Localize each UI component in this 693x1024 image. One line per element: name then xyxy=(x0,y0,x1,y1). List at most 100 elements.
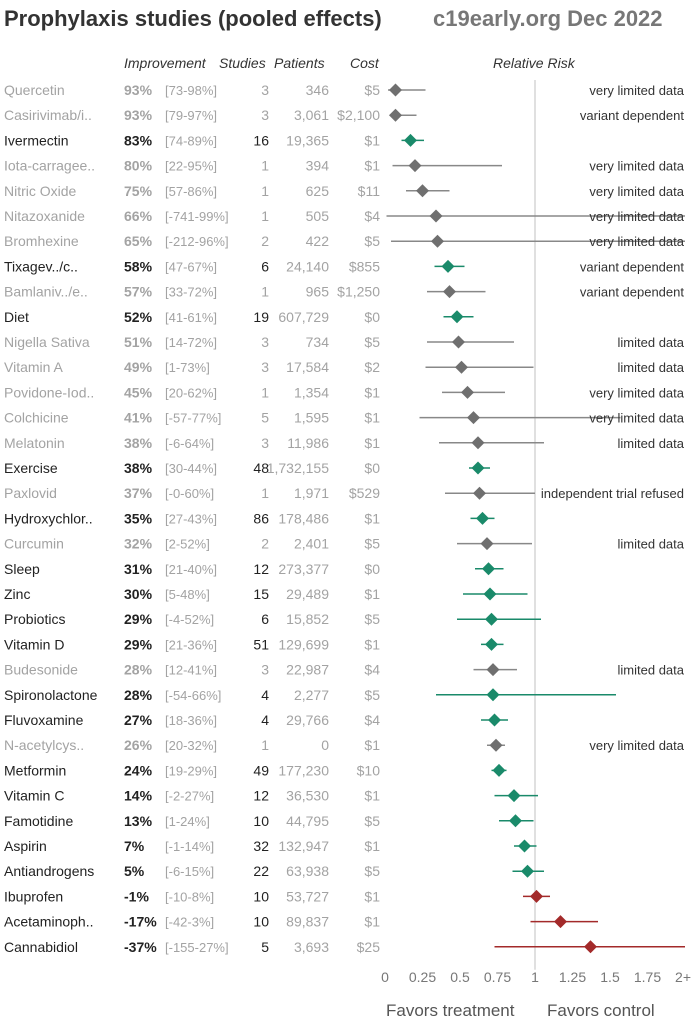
effect-diamond xyxy=(488,713,501,727)
treatment-name: Cannabidiol xyxy=(4,939,78,955)
patients-count: 178,486 xyxy=(278,510,329,526)
studies-count: 22 xyxy=(253,863,269,879)
treatment-name: Sleep xyxy=(4,561,40,577)
confidence-interval: [18-36%] xyxy=(165,713,217,728)
table-row: Probiotics 29% [-4-52%] 6 15,852 $5 xyxy=(4,611,541,627)
studies-count: 10 xyxy=(253,888,269,904)
table-row: Acetaminoph.. -17% [-42-3%] 10 89,837 $1 xyxy=(4,914,598,930)
improvement-value: 5% xyxy=(124,863,145,879)
effect-diamond xyxy=(518,839,531,853)
cost-value: $11 xyxy=(358,183,381,199)
improvement-value: 65% xyxy=(124,233,153,249)
studies-count: 5 xyxy=(261,410,269,426)
table-row: Spironolactone 28% [-54-66%] 4 2,277 $5 xyxy=(4,687,616,703)
effect-diamond xyxy=(476,511,489,525)
effect-diamond xyxy=(404,133,417,147)
cost-value: $0 xyxy=(364,561,380,577)
table-row: Casirivimab/i.. 93% [79-97%] 3 3,061 $2,100 va… xyxy=(4,107,684,123)
treatment-name: Bromhexine xyxy=(4,233,79,249)
patients-count: 15,852 xyxy=(286,611,329,627)
table-row: Cannabidiol -37% [-155-27%] 5 3,693 $25 xyxy=(4,939,685,955)
table-row: Exercise 38% [30-44%] 481,732,155 $0 xyxy=(4,460,490,476)
table-row: Paxlovid 37% [-0-60%] 1 1,971 $529 independent… xyxy=(4,485,684,501)
studies-count: 32 xyxy=(253,838,269,854)
confidence-interval: [57-86%] xyxy=(165,184,217,199)
effect-diamond xyxy=(443,285,456,299)
effect-diamond xyxy=(408,159,422,173)
improvement-value: -37% xyxy=(124,939,157,955)
row-note: very limited data xyxy=(589,411,684,426)
patients-count: 63,938 xyxy=(286,863,329,879)
cost-value: $529 xyxy=(349,485,380,501)
improvement-value: 27% xyxy=(124,712,153,728)
table-row: Nitazoxanide 66% [-741-99%] 1 505 $4 very limi… xyxy=(4,208,685,224)
treatment-name: Aspirin xyxy=(4,838,47,854)
cost-value: $1 xyxy=(364,888,380,904)
studies-count: 2 xyxy=(261,233,269,249)
studies-count: 51 xyxy=(253,636,269,652)
table-row: Zinc 30% [5-48%] 15 29,489 $1 xyxy=(4,586,528,602)
header-studies: Studies xyxy=(219,55,266,71)
studies-count: 1 xyxy=(261,183,269,199)
improvement-value: 30% xyxy=(124,586,153,602)
cost-value: $855 xyxy=(349,258,380,274)
treatment-name: Famotidine xyxy=(4,813,73,829)
favors-control-label: Favors control xyxy=(547,1001,655,1020)
confidence-interval: [33-72%] xyxy=(165,285,217,300)
x-tick-label: 0.75 xyxy=(484,969,511,985)
row-note: limited data xyxy=(618,360,685,375)
studies-count: 12 xyxy=(253,788,269,804)
effect-diamond xyxy=(452,335,465,349)
treatment-name: Curcumin xyxy=(4,536,64,552)
improvement-value: 51% xyxy=(124,334,153,350)
row-note: variant dependent xyxy=(580,259,684,274)
studies-count: 19 xyxy=(253,309,269,325)
cost-value: $5 xyxy=(364,611,380,627)
row-note: limited data xyxy=(618,436,685,451)
row-note: very limited data xyxy=(589,83,684,98)
studies-count: 3 xyxy=(261,662,269,678)
table-row: Bamlaniv../e.. 57% [33-72%] 1 965 $1,250 varia… xyxy=(4,284,684,300)
table-row: Ivermectin 83% [74-89%] 16 19,365 $1 xyxy=(4,132,424,148)
patients-count: 505 xyxy=(306,208,330,224)
effect-diamond xyxy=(471,436,485,450)
cost-value: $5 xyxy=(364,687,380,703)
header-improvement: Improvement xyxy=(124,55,207,71)
improvement-value: 49% xyxy=(124,359,153,375)
confidence-interval: [-6-15%] xyxy=(165,864,214,879)
cost-value: $1 xyxy=(364,435,380,451)
confidence-interval: [-155-27%] xyxy=(165,940,229,955)
treatment-name: Iota-carragee.. xyxy=(4,158,95,174)
confidence-interval: [1-73%] xyxy=(165,360,210,375)
patients-count: 1,732,155 xyxy=(267,460,329,476)
table-row: Colchicine 41% [-57-77%] 5 1,595 $1 very limit… xyxy=(4,410,685,426)
cost-value: $1 xyxy=(364,788,380,804)
confidence-interval: [14-72%] xyxy=(165,335,217,350)
treatment-name: Nigella Sativa xyxy=(4,334,90,350)
cost-value: $1 xyxy=(364,586,380,602)
patients-count: 11,986 xyxy=(287,435,329,451)
improvement-value: 45% xyxy=(124,384,153,400)
row-note: very limited data xyxy=(589,184,684,199)
studies-count: 4 xyxy=(261,712,269,728)
x-tick-label: 1.5 xyxy=(600,969,620,985)
patients-count: 2,277 xyxy=(294,687,329,703)
improvement-value: 66% xyxy=(124,208,153,224)
cost-value: $5 xyxy=(364,863,380,879)
table-row: Vitamin D 29% [21-36%] 51 129,699 $1 xyxy=(4,636,504,652)
cost-value: $5 xyxy=(364,233,380,249)
patients-count: 346 xyxy=(306,82,330,98)
confidence-interval: [22-95%] xyxy=(165,159,217,174)
cost-value: $5 xyxy=(364,813,380,829)
effect-diamond xyxy=(485,612,498,626)
improvement-value: 38% xyxy=(124,435,153,451)
treatment-name: Antiandrogens xyxy=(4,863,94,879)
improvement-value: 58% xyxy=(124,258,153,274)
treatment-name: Quercetin xyxy=(4,82,65,98)
effect-diamond xyxy=(509,814,522,828)
confidence-interval: [-212-96%] xyxy=(165,234,229,249)
treatment-name: Tixagev../c.. xyxy=(4,258,78,274)
patients-count: 29,766 xyxy=(286,712,329,728)
table-row: Vitamin C 14% [-2-27%] 12 36,530 $1 xyxy=(4,788,538,804)
improvement-value: 93% xyxy=(124,107,153,123)
